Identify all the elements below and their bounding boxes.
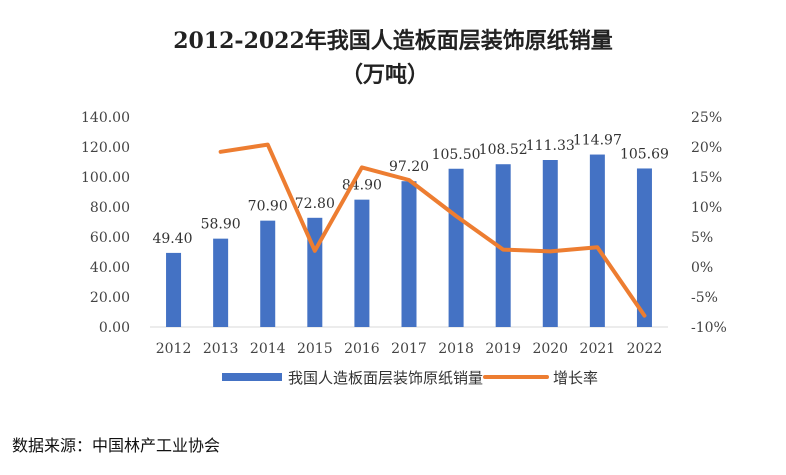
left-axis-tick-7: 140.00: [81, 110, 130, 126]
chart-title: 2012-2022年我国人造板面层装饰原纸销量: [173, 28, 613, 54]
bar-2018: [449, 169, 464, 327]
bar-label-2020: 111.33: [526, 138, 575, 154]
right-axis-tick-1: -5%: [691, 290, 718, 306]
right-axis-tick-4: 10%: [691, 200, 722, 216]
bar-2021: [590, 155, 605, 327]
bar-label-2022: 105.69: [620, 146, 669, 162]
bar-label-2013: 58.90: [201, 217, 241, 233]
left-axis-tick-0: 0.00: [99, 320, 130, 336]
x-axis-tick-2019: 2019: [485, 341, 521, 357]
right-axis-tick-0: -10%: [691, 320, 727, 336]
source-note: 数据来源：中国林产工业协会: [12, 432, 220, 456]
bar-label-2019: 108.52: [479, 142, 528, 158]
bar-label-2017: 97.20: [389, 159, 429, 175]
x-axis-tick-2020: 2020: [532, 341, 568, 357]
x-axis-tick-2018: 2018: [438, 341, 474, 357]
bar-label-2014: 70.90: [248, 199, 288, 215]
bar-2014: [260, 221, 275, 327]
legend-swatch-sales: [222, 373, 282, 381]
legend-label-sales: 我国人造板面层装饰原纸销量: [288, 369, 483, 387]
growth-rate-line: [221, 145, 645, 316]
x-axis-tick-2022: 2022: [627, 341, 663, 357]
x-axis-tick-2017: 2017: [391, 341, 427, 357]
x-axis-tick-2021: 2021: [580, 341, 616, 357]
x-axis-tick-2014: 2014: [250, 341, 286, 357]
right-axis-tick-5: 15%: [691, 170, 722, 186]
right-axis-tick-6: 20%: [691, 140, 722, 156]
right-axis-tick-7: 25%: [691, 110, 722, 126]
bar-label-2018: 105.50: [432, 147, 481, 163]
bar-label-2012: 49.40: [152, 231, 192, 247]
right-axis-tick-2: 0%: [691, 260, 713, 276]
bar-2013: [213, 239, 228, 327]
left-axis-tick-5: 100.00: [81, 170, 130, 186]
x-axis-tick-2013: 2013: [203, 341, 239, 357]
chart-subtitle: （万吨）: [341, 62, 429, 88]
bar-2016: [354, 200, 369, 327]
legend-label-growth: 增长率: [553, 369, 598, 387]
bar-2012: [166, 253, 181, 327]
bar-2017: [402, 181, 417, 327]
left-axis-tick-6: 120.00: [81, 140, 130, 156]
bar-label-2021: 114.97: [573, 133, 622, 149]
bar-2022: [637, 168, 652, 327]
x-axis-tick-2012: 2012: [156, 341, 192, 357]
bar-2020: [543, 160, 558, 327]
bar-label-2015: 72.80: [295, 196, 335, 212]
left-axis-tick-3: 60.00: [90, 230, 130, 246]
x-axis-tick-2016: 2016: [344, 341, 380, 357]
right-axis-tick-3: 5%: [691, 230, 713, 246]
left-axis-tick-1: 20.00: [90, 290, 130, 306]
x-axis-tick-2015: 2015: [297, 341, 333, 357]
left-axis-tick-2: 40.00: [90, 260, 130, 276]
left-axis-tick-4: 80.00: [90, 200, 130, 216]
